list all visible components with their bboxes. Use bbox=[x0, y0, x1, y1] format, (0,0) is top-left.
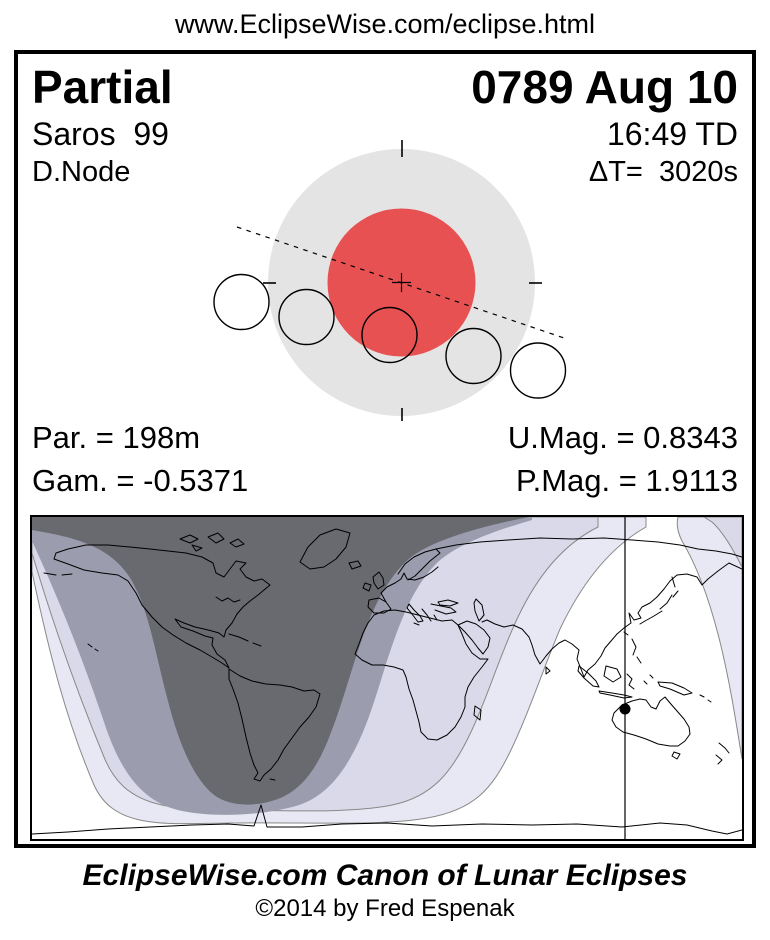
coastline-south-america bbox=[228, 668, 321, 782]
penumbral-magnitude: P.Mag. = 1.9113 bbox=[515, 463, 738, 498]
saros-number: Saros 99 bbox=[32, 116, 169, 152]
coastline-australia bbox=[611, 696, 730, 765]
eclipse-card: Partial 0789 Aug 10 Saros 99 16:49 TD D.… bbox=[14, 50, 756, 848]
coastline-antarctica bbox=[31, 804, 743, 835]
gamma-value: Gam. = -0.5371 bbox=[32, 463, 249, 498]
visibility-map-frame bbox=[30, 515, 744, 841]
zone-penumbral-inner-wrap bbox=[702, 516, 743, 568]
visibility-map bbox=[31, 516, 743, 839]
coastline-africa bbox=[354, 609, 489, 741]
eclipse-time: 16:49 TD bbox=[606, 116, 738, 152]
coastline-pacific-islands bbox=[43, 572, 99, 652]
coastline-caribbean bbox=[228, 633, 262, 647]
eclipse-type-label: Partial bbox=[32, 61, 173, 113]
coastline-arctic-islands bbox=[179, 532, 245, 552]
coastline-iceland bbox=[348, 560, 362, 570]
node-type: D.Node bbox=[32, 156, 131, 188]
greatest-eclipse-point bbox=[619, 703, 631, 715]
zone-entire-eclipse-visible bbox=[32, 517, 529, 805]
delta-t-value: ΔT= 3020s bbox=[588, 156, 738, 188]
coastline-north-america bbox=[53, 544, 271, 669]
moon-contact-circle-4 bbox=[445, 327, 502, 385]
copyright-line: ©2014 by Fred Espenak bbox=[255, 895, 515, 922]
coastline-east-asia-islands bbox=[577, 576, 712, 703]
coastline-asia bbox=[435, 537, 743, 678]
partial-duration: Par. = 198m bbox=[32, 420, 201, 455]
url-header: www.EclipseWise.com/eclipse.html bbox=[174, 9, 596, 39]
coastline-greenland bbox=[299, 528, 351, 570]
canon-title: EclipseWise.com Canon of Lunar Eclipses bbox=[82, 859, 688, 892]
eclipse-geometry-diagram bbox=[213, 140, 568, 421]
zone-penumbral-outer-wrap bbox=[676, 516, 743, 760]
eclipse-date: 0789 Aug 10 bbox=[471, 61, 738, 113]
moon-contact-circle-5 bbox=[509, 342, 567, 399]
coastline-great-lakes bbox=[215, 596, 241, 603]
coastline-europe bbox=[362, 548, 485, 626]
moon-contact-circle-2 bbox=[278, 288, 335, 346]
umbral-magnitude: U.Mag. = 0.8343 bbox=[507, 420, 738, 455]
moon-contact-circle-1 bbox=[213, 273, 270, 331]
moon-contact-circle-3 bbox=[361, 306, 418, 364]
